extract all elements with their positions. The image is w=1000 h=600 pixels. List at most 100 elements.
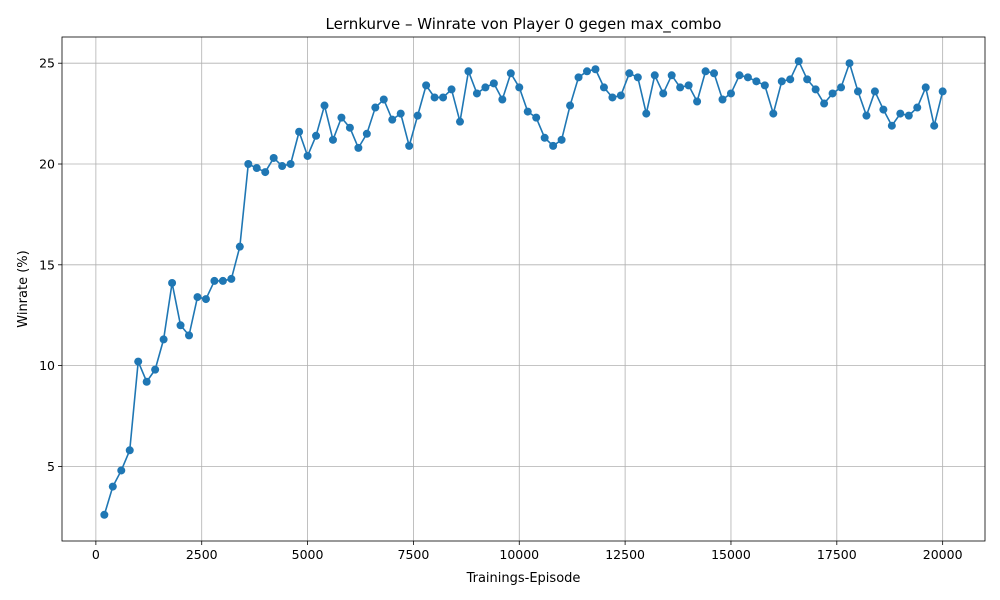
data-point (278, 162, 287, 171)
data-point (108, 482, 117, 491)
y-tick-label: 5 (47, 459, 55, 474)
data-point (549, 141, 558, 150)
data-point (472, 89, 481, 98)
data-point (743, 73, 752, 82)
data-point (405, 141, 414, 150)
data-point (811, 85, 820, 94)
data-point (151, 365, 160, 374)
x-tick-label: 2500 (186, 547, 218, 562)
data-point (726, 89, 735, 98)
data-point (667, 71, 676, 80)
data-point (540, 133, 549, 142)
data-point (904, 111, 913, 120)
data-point (244, 160, 253, 169)
data-point (312, 131, 321, 140)
data-point (371, 103, 380, 112)
data-point (354, 143, 363, 152)
x-tick-label: 10000 (499, 547, 539, 562)
data-point (735, 71, 744, 80)
x-tick-label: 20000 (923, 547, 963, 562)
data-point (227, 274, 236, 283)
data-point (286, 160, 295, 169)
data-point (625, 69, 634, 78)
data-point (642, 109, 651, 118)
data-point (930, 121, 939, 130)
data-point (557, 135, 566, 144)
y-tick-label: 25 (39, 56, 55, 71)
data-point (489, 79, 498, 88)
data-point (616, 91, 625, 100)
x-tick-label: 7500 (398, 547, 430, 562)
y-tick-label: 10 (39, 358, 55, 373)
data-point (447, 85, 456, 94)
data-point (837, 83, 846, 92)
data-point (134, 357, 143, 366)
data-point (938, 87, 947, 96)
x-axis-ticks: 0 2500 5000 7500 10000 12500 15000 17500 20000 (92, 541, 963, 562)
data-point (828, 89, 837, 98)
data-point (337, 113, 346, 122)
data-point (506, 69, 515, 78)
y-tick-label: 15 (39, 257, 55, 272)
x-tick-label: 12500 (605, 547, 645, 562)
data-point (439, 93, 448, 102)
data-point (879, 105, 888, 114)
data-point (659, 89, 668, 98)
data-point (100, 510, 109, 519)
data-point (794, 57, 803, 66)
data-point (142, 377, 151, 386)
data-point (464, 67, 473, 76)
data-point (345, 123, 354, 132)
data-point (252, 164, 261, 173)
data-point (650, 71, 659, 80)
data-point (574, 73, 583, 82)
data-point (684, 81, 693, 90)
y-axis-ticks: 5 10 15 20 25 (39, 56, 62, 474)
data-point (853, 87, 862, 96)
data-points (100, 57, 947, 519)
y-axis-label: Winrate (%) (16, 250, 31, 327)
data-point (676, 83, 685, 92)
data-point (532, 113, 541, 122)
data-point (591, 65, 600, 74)
data-point (168, 278, 177, 287)
data-point (455, 117, 464, 126)
data-point (261, 168, 270, 177)
data-point (269, 153, 278, 162)
data-point (176, 321, 185, 330)
data-point (388, 115, 397, 124)
data-point (379, 95, 388, 104)
data-point (786, 75, 795, 84)
data-point (185, 331, 194, 340)
data-point (218, 276, 227, 285)
data-point (396, 109, 405, 118)
data-point (769, 109, 778, 118)
data-point (422, 81, 431, 90)
data-point (599, 83, 608, 92)
data-point (328, 135, 337, 144)
data-point (362, 129, 371, 138)
data-point (913, 103, 922, 112)
data-point (862, 111, 871, 120)
x-tick-label: 5000 (292, 547, 324, 562)
data-point (159, 335, 168, 344)
data-point (430, 93, 439, 102)
data-point (701, 67, 710, 76)
data-point (117, 466, 126, 475)
data-point (481, 83, 490, 92)
data-point (498, 95, 507, 104)
x-axis-label: Trainings-Episode (466, 571, 581, 586)
data-point (870, 87, 879, 96)
data-point (887, 121, 896, 130)
series-line (103, 60, 944, 516)
data-point (608, 93, 617, 102)
data-point (718, 95, 727, 104)
data-point (201, 295, 210, 304)
data-point (515, 83, 524, 92)
winrate-line (103, 60, 944, 516)
data-point (210, 276, 219, 285)
data-point (413, 111, 422, 120)
data-point (193, 293, 202, 302)
data-point (921, 83, 930, 92)
